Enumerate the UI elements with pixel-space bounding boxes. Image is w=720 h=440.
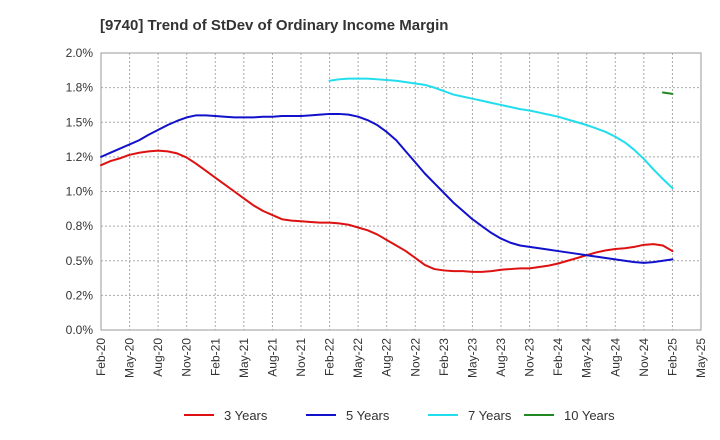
x-tick-label: Feb-22 xyxy=(323,338,337,376)
x-tick-label: May-22 xyxy=(351,338,365,378)
series-line-3-years xyxy=(100,149,674,273)
y-tick-label: 1.8% xyxy=(66,81,94,95)
x-tick-label: Aug-21 xyxy=(265,338,279,377)
y-tick-label: 1.2% xyxy=(66,150,94,164)
x-tick-label: May-24 xyxy=(580,338,594,378)
y-tick-label: 0.2% xyxy=(66,288,94,302)
x-tick-label: Aug-24 xyxy=(608,338,622,377)
x-tick-label: Nov-21 xyxy=(294,338,308,377)
x-tick-label: Aug-23 xyxy=(494,338,508,377)
x-tick-label: May-25 xyxy=(694,338,708,378)
x-tick-label: Feb-24 xyxy=(551,338,565,376)
series-line-7-years xyxy=(328,77,674,190)
legend-label-5-years: 5 Years xyxy=(346,408,390,423)
y-tick-label: 1.0% xyxy=(66,185,94,199)
legend-label-7-years: 7 Years xyxy=(468,408,512,423)
x-tick-label: Feb-21 xyxy=(208,338,222,376)
y-tick-label: 0.5% xyxy=(66,254,94,268)
series-line-5-years xyxy=(100,112,674,264)
y-tick-label: 0.8% xyxy=(66,219,94,233)
plot-area xyxy=(100,52,702,331)
x-tick-label: Nov-23 xyxy=(523,338,537,377)
legend-label-10-years: 10 Years xyxy=(564,408,615,423)
y-tick-label: 1.5% xyxy=(66,115,94,129)
y-tick-label: 2.0% xyxy=(66,46,94,60)
series-line-10-years xyxy=(661,91,674,95)
x-tick-label: Nov-22 xyxy=(408,338,422,377)
x-tick-label: May-21 xyxy=(237,338,251,378)
chart-title: [9740] Trend of StDev of Ordinary Income… xyxy=(100,17,448,34)
x-tick-label: May-23 xyxy=(465,338,479,378)
x-tick-label: Feb-25 xyxy=(665,338,679,376)
series-lines xyxy=(100,77,674,273)
legend: 3 Years 5 Years 7 Years 10 Years xyxy=(184,408,615,423)
x-tick-label: May-20 xyxy=(123,338,137,378)
x-tick-label: Feb-23 xyxy=(437,338,451,376)
x-tick-label: Nov-20 xyxy=(180,338,194,377)
legend-label-3-years: 3 Years xyxy=(224,408,268,423)
x-axis-ticks: Feb-20 May-20 Aug-20 Nov-20 Feb-21 May-21 Aug-… xyxy=(94,338,708,378)
x-tick-label: Aug-20 xyxy=(151,338,165,377)
y-tick-label: 0.0% xyxy=(66,323,94,337)
y-axis-ticks: 0.0% 0.2% 0.5% 0.8% 1.0% 1.2% 1.5% 1.8% 2.0% xyxy=(66,46,94,337)
x-tick-label: Aug-22 xyxy=(380,338,394,377)
x-tick-label: Nov-24 xyxy=(637,338,651,377)
x-tick-label: Feb-20 xyxy=(94,338,108,376)
grid xyxy=(100,52,702,331)
